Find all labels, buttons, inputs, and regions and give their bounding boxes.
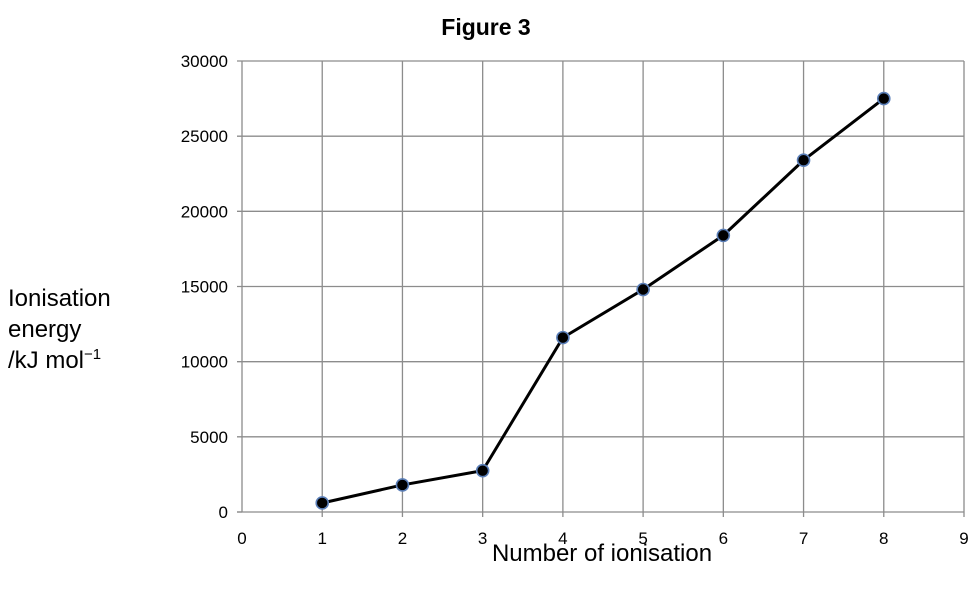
data-point [636, 282, 650, 297]
data-point [876, 91, 891, 106]
chart-title: Figure 3 [441, 14, 531, 40]
y-tick-label: 30000 [181, 52, 228, 71]
data-point [556, 330, 570, 345]
data-point [395, 478, 410, 492]
y-axis-label-line2: energy [8, 316, 82, 343]
x-tick-label: 7 [799, 529, 808, 548]
x-tick-label: 9 [959, 529, 968, 548]
series-line [321, 97, 885, 505]
x-axis-label: Number of ionisation [491, 540, 713, 567]
y-tick-label: 15000 [181, 278, 228, 297]
y-tick-label: 25000 [181, 127, 228, 146]
y-axis-label-line1: Ionisation [8, 285, 111, 312]
data-point [796, 153, 811, 168]
x-tick-label: 1 [317, 529, 326, 548]
data-series [315, 91, 891, 510]
y-axis-label-unit: /kJ mol [8, 347, 85, 374]
y-tick-label: 5000 [190, 428, 228, 447]
y-axis-label: Ionisation energy /kJ mol−1 [8, 283, 178, 376]
x-tick-label: 8 [879, 529, 888, 548]
y-tick-label: 0 [219, 503, 228, 522]
data-point [475, 463, 490, 478]
x-tick-label: 2 [398, 529, 407, 548]
grid [237, 60, 965, 517]
y-tick-label: 10000 [181, 353, 228, 372]
x-tick-label: 6 [719, 529, 728, 548]
y-axis-label-unit-exponent: −1 [84, 346, 102, 363]
data-point [315, 496, 330, 510]
x-tick-label: 0 [237, 529, 246, 548]
tick-labels: 0 1 2 3 4 5 6 7 8 9 0 5000 10000 15000 20000 25000 30000 [181, 52, 969, 548]
x-tick-label: 3 [478, 529, 487, 548]
y-tick-label: 20000 [181, 202, 228, 221]
x-tick-label: 5 [638, 529, 647, 548]
axes [237, 61, 964, 513]
y-axis-label-line3: /kJ mol−1 [8, 345, 178, 376]
x-tick-label: 4 [558, 529, 567, 548]
data-point [716, 228, 731, 243]
